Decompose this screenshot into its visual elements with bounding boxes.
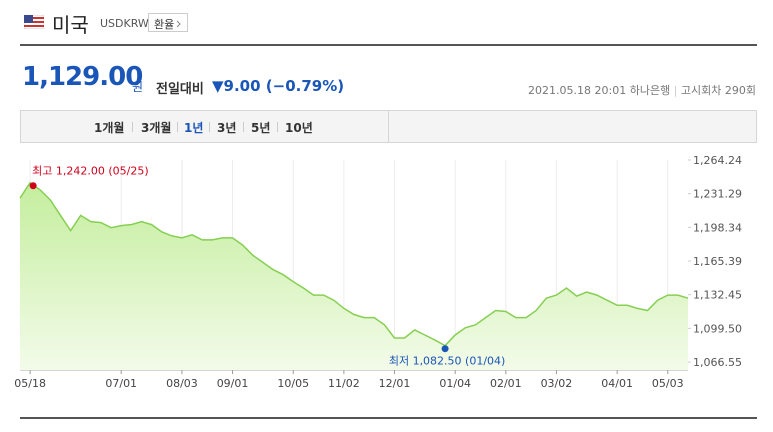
- y-tick-label: 1,264.24: [693, 154, 742, 167]
- y-tick-label: 1,231.29: [693, 188, 742, 201]
- price: 1,129.00: [22, 62, 143, 92]
- chevron: [176, 20, 181, 28]
- change: ▼9.00 (−0.79%): [212, 77, 345, 95]
- country: 미국: [52, 13, 89, 37]
- round: 고시회차 290회: [680, 84, 756, 97]
- min-marker: [441, 345, 449, 353]
- line: [19, 181, 689, 347]
- tab-separator: [243, 122, 244, 132]
- flag: [24, 15, 44, 29]
- x-tick-label: 10/05: [277, 377, 309, 390]
- header-rule: [20, 44, 757, 46]
- x-tick-label: 03/02: [541, 377, 573, 390]
- x-tick-label: 11/02: [328, 377, 360, 390]
- tab-separator: [177, 122, 178, 132]
- y-tick-label: 1,132.45: [693, 289, 742, 302]
- tab[interactable]: 10년: [285, 121, 313, 135]
- bank: 하나은행: [629, 84, 671, 97]
- code: USDKRW: [100, 17, 149, 30]
- separator: |: [673, 84, 678, 97]
- x-tick-label: 09/01: [217, 377, 249, 390]
- x-tick-label: 01/04: [439, 377, 471, 390]
- tab[interactable]: 3년: [217, 121, 237, 135]
- y-tick-label: 1,198.34: [693, 221, 742, 234]
- tab-divider: [388, 111, 389, 142]
- tab[interactable]: 1년: [184, 121, 204, 135]
- price-unit: 원: [132, 80, 144, 94]
- min-label: 최저 1,082.50 (01/04): [389, 355, 506, 368]
- y-tick-label: 1,165.39: [693, 255, 742, 268]
- tab[interactable]: 5년: [251, 121, 271, 135]
- x-tick-label: 05/18: [14, 377, 46, 390]
- x-tick-label: 02/01: [490, 377, 522, 390]
- rate-button-label[interactable]: 환율: [154, 18, 175, 31]
- x-tick-label: 08/03: [166, 377, 198, 390]
- max-label: 최고 1,242.00 (05/25): [32, 165, 149, 178]
- quote-info: 2021.05.18 20:01 하나은행 | 고시회차 290회: [528, 82, 756, 98]
- x-tick-label: 12/01: [379, 377, 411, 390]
- max-marker: [29, 182, 37, 190]
- y-tick-label: 1,099.50: [693, 322, 742, 335]
- rate-button[interactable]: 환율: [148, 13, 188, 32]
- tab-separator: [277, 122, 278, 132]
- x-tick-label: 04/01: [601, 377, 633, 390]
- x-tick-label: 07/01: [105, 377, 137, 390]
- tab[interactable]: 1개월: [94, 121, 125, 135]
- tab[interactable]: 3개월: [141, 121, 172, 135]
- timestamp: 2021.05.18 20:01: [528, 84, 627, 97]
- tab-separator: [209, 122, 210, 132]
- tab-separator: [132, 122, 133, 132]
- change-label: 전일대비: [156, 82, 204, 97]
- x-tick-label: 05/03: [652, 377, 684, 390]
- y-tick-label: 1,066.55: [693, 356, 742, 369]
- area: [20, 182, 688, 370]
- period-tabs: 1개월 3개월 1년 3년 5년 10년: [20, 110, 757, 143]
